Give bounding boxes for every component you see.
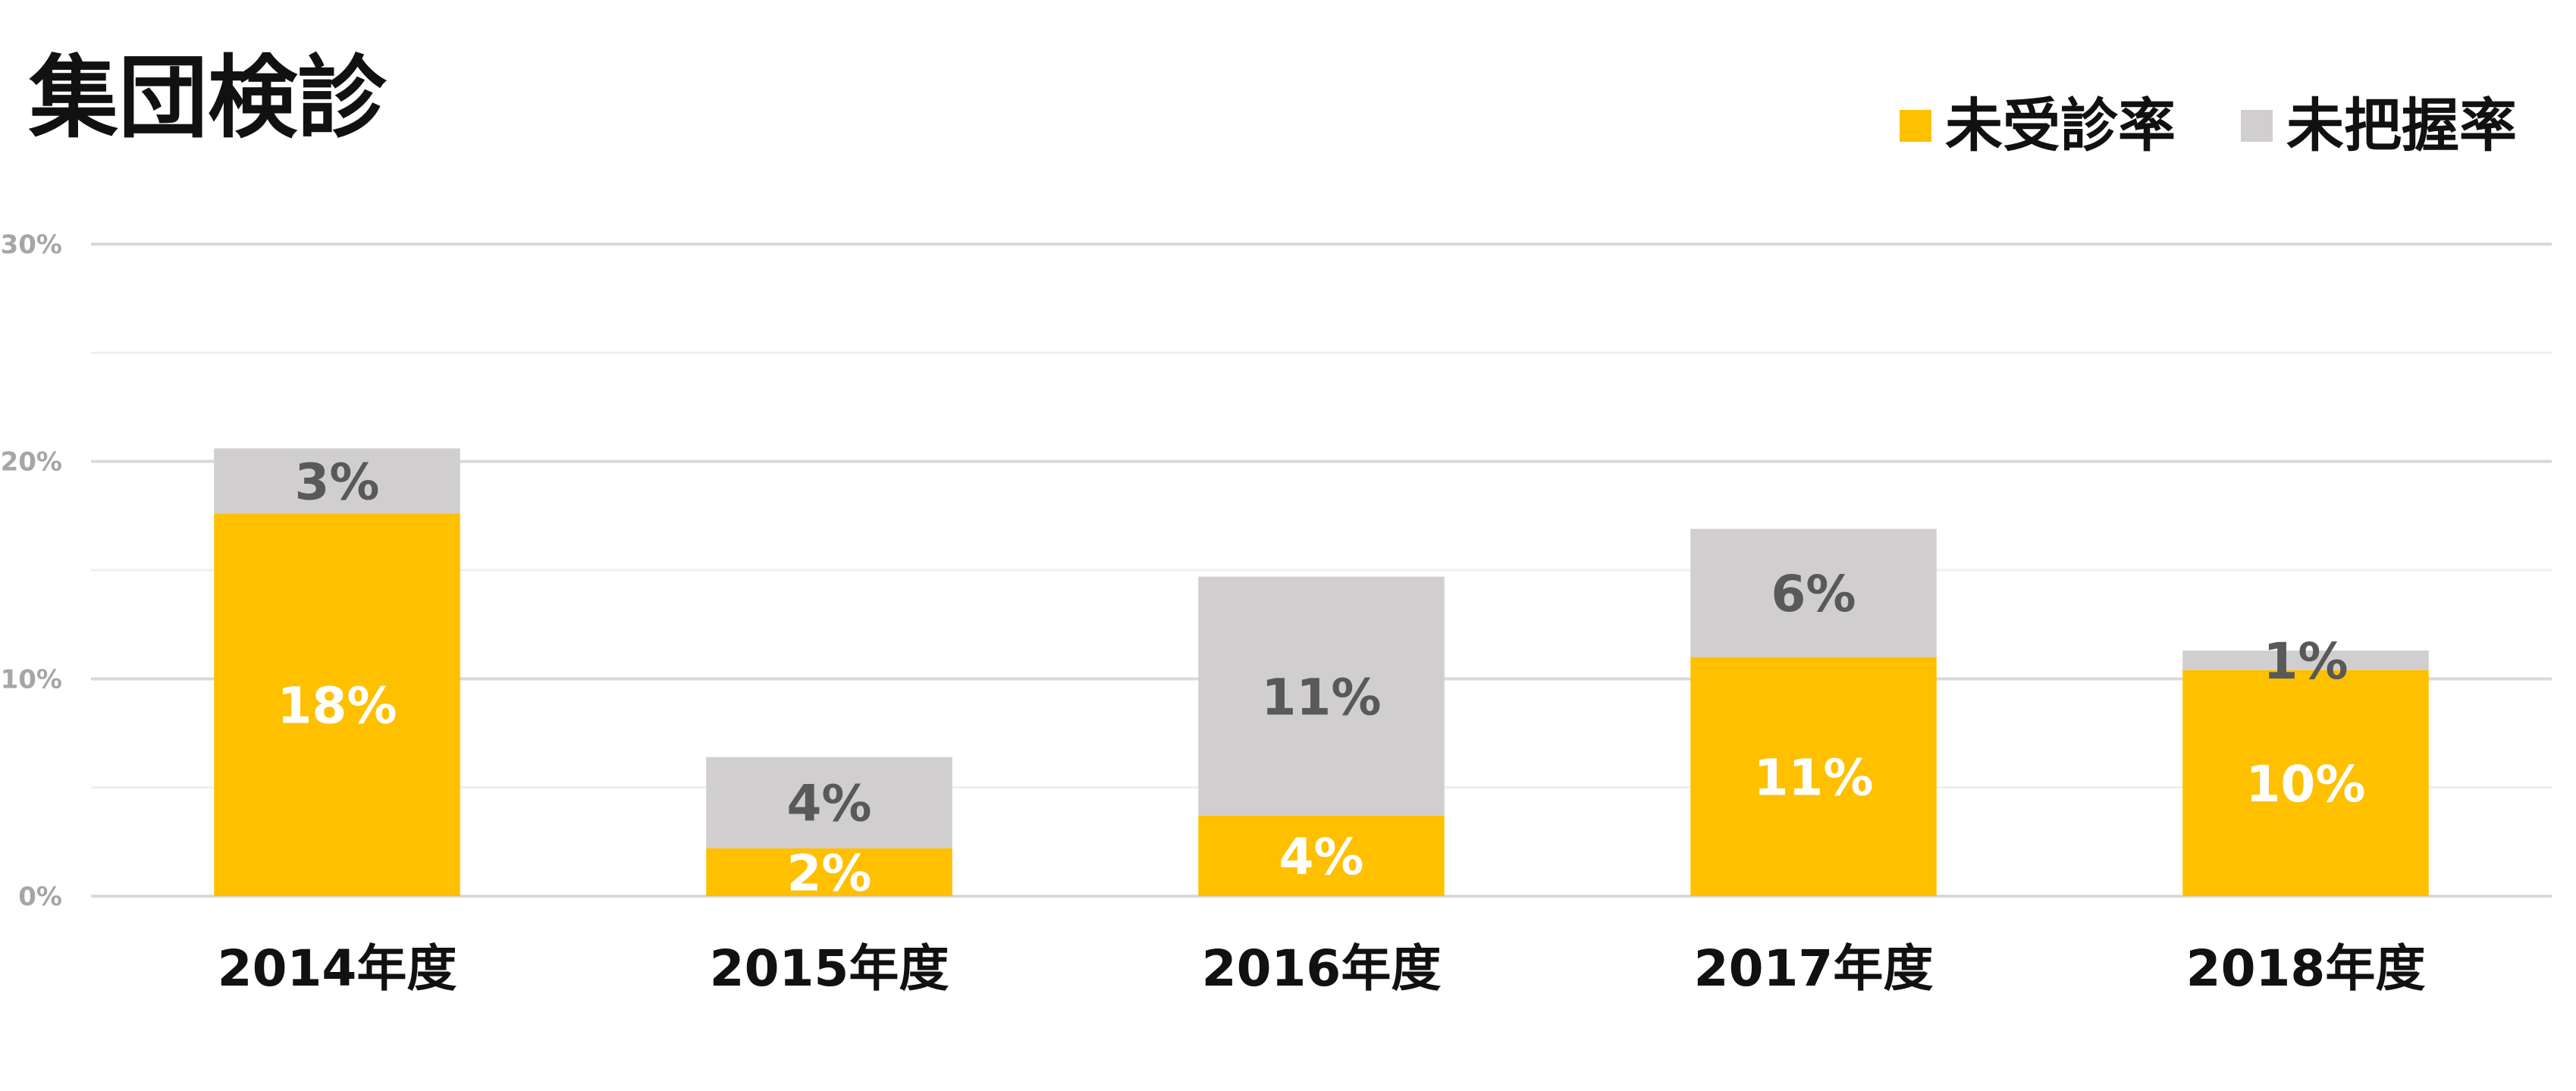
data-label: 4% [786, 775, 871, 833]
y-tick-label: 10% [1, 664, 62, 694]
y-axis: 0% 10% 20% 30% [1, 230, 62, 912]
data-label: 18% [278, 677, 397, 735]
bars [214, 448, 2429, 896]
bar-segment [706, 757, 952, 848]
y-tick-label: 20% [1, 447, 62, 478]
y-tick-label: 30% [1, 230, 62, 260]
x-tick-label: 2018年度 [2186, 939, 2426, 998]
bar-segment [1690, 528, 1937, 657]
x-tick-label: 2016年度 [1202, 939, 1442, 998]
legend-label-unknown: 未把握率 [2286, 92, 2517, 159]
legend: 未受診率 未把握率 [1900, 92, 2517, 159]
x-axis: 2014年度 2015年度 2016年度 2017年度 2018年度 [218, 939, 2426, 998]
data-label: 3% [294, 453, 379, 511]
data-label: 10% [2246, 755, 2366, 814]
data-label: 1% [2263, 632, 2348, 691]
chart-title: 集団検診 [28, 45, 387, 150]
legend-label-unexamined: 未受診率 [1945, 92, 2176, 159]
bar-segment [214, 513, 460, 896]
x-tick-label: 2014年度 [218, 939, 457, 998]
data-label: 6% [1771, 565, 1856, 623]
data-label: 4% [1279, 828, 1363, 886]
data-label: 2% [786, 844, 871, 902]
x-tick-label: 2017年度 [1694, 939, 1934, 998]
data-labels: 18% 3% 2% 4% 4% 11% 11% 6% 10% 1% [278, 453, 2366, 902]
data-label: 11% [1754, 748, 1874, 807]
x-tick-label: 2015年度 [710, 939, 949, 998]
bar-segment [2182, 651, 2429, 670]
legend-swatch-unknown [2241, 110, 2273, 142]
bar-segment [2182, 669, 2429, 896]
y-tick-label: 0% [18, 882, 62, 912]
bar-segment [1198, 815, 1445, 896]
bar-segment [1198, 576, 1445, 816]
bar-segment [706, 848, 952, 896]
bar-segment [214, 448, 460, 514]
data-label: 11% [1262, 668, 1382, 726]
legend-swatch-unexamined [1900, 110, 1931, 142]
bar-segment [1690, 657, 1937, 896]
